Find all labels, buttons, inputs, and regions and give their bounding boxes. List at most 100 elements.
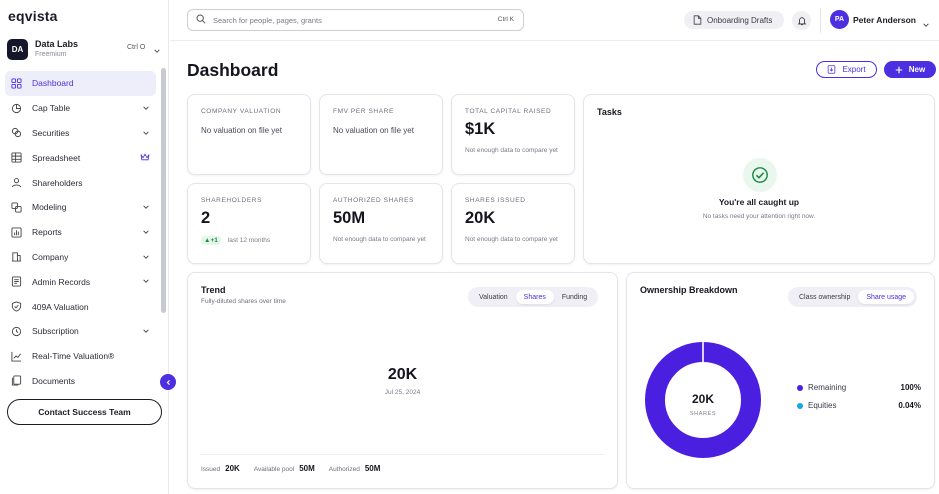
shield-icon [11, 301, 22, 312]
chevron-down-icon [142, 129, 150, 139]
sidebar-item-company[interactable]: Company [5, 245, 156, 270]
chevron-down-icon [142, 104, 150, 114]
trend-title: Trend [201, 285, 226, 295]
sidebar-item-label: Reports [32, 227, 62, 238]
sidebar-item-label: Dashboard [32, 78, 74, 89]
document-icon [693, 15, 702, 25]
fmv-per-share-card[interactable]: FMV PER SHARE No valuation on file yet [319, 94, 443, 175]
table-icon [11, 152, 22, 163]
tab-shares[interactable]: Shares [515, 290, 554, 304]
pool-label: Available pool [253, 466, 295, 473]
trend-footer: Issued 20K Available pool 50M Authorized… [201, 464, 394, 473]
sidebar-item-409a-valuation[interactable]: 409A Valuation [5, 294, 156, 319]
donut-center-value: 20K [692, 392, 714, 406]
org-switcher[interactable]: DA Data Labs Freemium Ctrl O [7, 37, 163, 61]
tasks-empty-sub: No tasks need your attention right now. [702, 213, 816, 220]
sidebar-item-real-time-valuation[interactable]: Real-Time Valuation® [5, 344, 156, 369]
legend-dot [797, 402, 803, 409]
sidebar-item-spreadsheet[interactable]: Spreadsheet [5, 145, 156, 170]
authorized-shares-card[interactable]: AUTHORIZED SHARES 50M Not enough data to… [319, 183, 443, 264]
onboarding-drafts-label: Onboarding Drafts [707, 15, 773, 25]
user-name[interactable]: Peter Anderson [853, 15, 916, 25]
authorized-value: 50M [364, 464, 381, 473]
stat-label: SHAREHOLDERS [201, 197, 263, 204]
chevron-down-icon [153, 42, 161, 60]
contact-success-team-button[interactable]: Contact Success Team [7, 399, 162, 425]
sidebar-item-shareholders[interactable]: Shareholders [5, 170, 156, 195]
collapse-sidebar-button[interactable] [160, 374, 176, 390]
sidebar-item-label: Company [32, 251, 69, 262]
export-button[interactable]: Export [816, 61, 877, 78]
sidebar-item-label: Documents [32, 375, 75, 386]
sidebar-item-label: Subscription [32, 326, 79, 337]
sidebar-scrollbar[interactable] [161, 68, 166, 313]
ownership-tabs: Class ownership Share usage [788, 287, 918, 307]
tab-funding[interactable]: Funding [561, 293, 588, 301]
new-button[interactable]: New [884, 61, 936, 78]
sidebar-item-modeling[interactable]: Modeling [5, 195, 156, 220]
chevron-down-icon [142, 327, 150, 337]
total-capital-raised-card[interactable]: TOTAL CAPITAL RAISED $1K Not enough data… [451, 94, 575, 175]
sidebar-item-label: Admin Records [32, 276, 91, 287]
legend-item-equities: Equities 0.04% [797, 401, 921, 410]
donut-center-label: SHARES [690, 411, 716, 417]
check-circle-icon [743, 158, 777, 192]
page-title: Dashboard [187, 60, 279, 80]
docs-icon [11, 375, 22, 386]
chevron-left-icon [166, 379, 170, 385]
sidebar-item-reports[interactable]: Reports [5, 220, 156, 245]
stat-value: $1K [465, 120, 496, 138]
eqvista-logo[interactable]: eqvista [8, 8, 58, 24]
trend-subtitle: Fully-diluted shares over time [201, 298, 286, 305]
stat-value: 20K [465, 209, 496, 227]
sidebar-item-label: Real-Time Valuation® [32, 351, 115, 362]
sidebar-item-label: Securities [32, 127, 70, 138]
org-name: Data Labs [35, 39, 79, 49]
crown-icon [140, 153, 150, 163]
trend-card: Trend Fully-diluted shares over time Val… [187, 272, 618, 489]
stat-empty-text: No valuation on file yet [201, 126, 282, 135]
tasks-title: Tasks [597, 107, 622, 117]
sidebar-item-admin-records[interactable]: Admin Records [5, 269, 156, 294]
delta-badge: ▲+1 [201, 236, 221, 245]
search-shortcut: Ctrl K [497, 16, 514, 23]
plus-icon [895, 66, 902, 73]
legend-pct: 100% [900, 383, 921, 392]
export-icon [828, 65, 836, 74]
new-label: New [908, 65, 926, 74]
tab-share-usage[interactable]: Share usage [858, 290, 915, 304]
notifications-button[interactable] [792, 11, 811, 30]
sidebar-item-cap-table[interactable]: Cap Table [5, 96, 156, 121]
chevron-down-icon [142, 203, 150, 213]
issued-label: Issued [201, 466, 221, 473]
tab-class-ownership[interactable]: Class ownership [799, 293, 851, 301]
trend-tabs: Valuation Shares Funding [468, 287, 599, 307]
sidebar-item-dashboard[interactable]: Dashboard [5, 71, 156, 96]
sidebar: eqvista DA Data Labs Freemium Ctrl O Das… [0, 0, 176, 494]
chevron-down-icon[interactable] [922, 16, 930, 34]
tasks-card: Tasks You're all caught up No tasks need… [583, 94, 935, 264]
onboarding-drafts-button[interactable]: Onboarding Drafts [684, 11, 784, 29]
sidebar-item-subscription[interactable]: Subscription [5, 319, 156, 344]
sidebar-item-documents[interactable]: Documents [5, 369, 156, 394]
stat-label: TOTAL CAPITAL RAISED [465, 108, 552, 115]
sidebar-item-label: Spreadsheet [32, 152, 81, 163]
report-icon [11, 227, 22, 238]
stat-note: Not enough data to compare yet [465, 147, 558, 154]
sidebar-nav: Dashboard Cap Table Securities Spreadshe… [5, 71, 156, 393]
user-avatar[interactable]: PA [830, 10, 849, 29]
sidebar-item-label: Cap Table [32, 103, 71, 114]
tab-valuation[interactable]: Valuation [479, 293, 508, 301]
bell-icon [797, 16, 806, 25]
shareholders-card[interactable]: SHAREHOLDERS 2 ▲+1 last 12 months [187, 183, 311, 264]
layers-icon [11, 202, 22, 213]
search-placeholder: Search for people, pages, grants [213, 15, 322, 25]
sidebar-item-securities[interactable]: Securities [5, 121, 156, 146]
trend-value: 20K [387, 366, 418, 383]
company-valuation-card[interactable]: COMPANY VALUATION No valuation on file y… [187, 94, 311, 175]
search-input[interactable]: Search for people, pages, grants Ctrl K [187, 9, 524, 31]
trend-divider [201, 454, 604, 455]
trend-date: Jul 25, 2024 [384, 389, 421, 396]
shares-issued-card[interactable]: SHARES ISSUED 20K Not enough data to com… [451, 183, 575, 264]
